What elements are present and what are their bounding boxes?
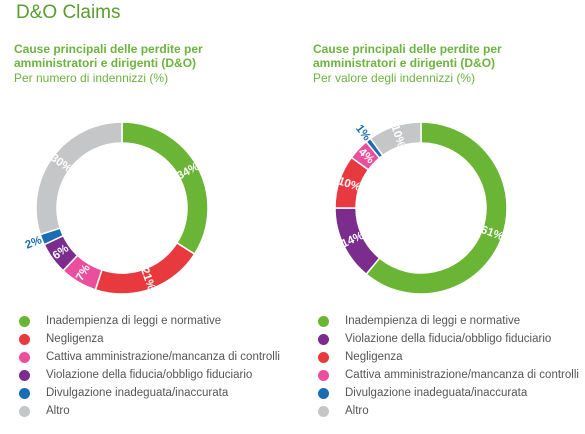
legend-swatch	[19, 387, 30, 399]
legend-label: Cattiva amministrazione/mancanza di cont…	[46, 351, 280, 363]
legend-item-inadempienza-di-leggi-e-normative: Inadempienza di leggi e normative	[14, 312, 304, 330]
legend-swatch	[318, 315, 329, 327]
legend-item-inadempienza-di-leggi-e-normative: Inadempienza di leggi e normative	[313, 312, 585, 330]
legend-by-value: Inadempienza di leggi e normative Violazi…	[313, 312, 585, 420]
chart-subtitle: Per numero di indennizzi (%)	[14, 71, 169, 85]
legend-label: Violazione della fiducia/obbligo fiducia…	[345, 333, 552, 345]
legend-item-divulgazione-inadeguata-inaccurata: Divulgazione inadeguata/inaccurata	[313, 384, 585, 402]
chart-title: Cause principali delle perdite per ammin…	[313, 42, 502, 70]
legend-swatch	[318, 333, 329, 345]
legend-swatch	[19, 351, 30, 363]
legend-label: Divulgazione inadeguata/inaccurata	[345, 387, 528, 399]
legend-label: Divulgazione inadeguata/inaccurata	[46, 387, 229, 399]
legend-swatch	[318, 369, 329, 381]
chart-title: Cause principali delle perdite per ammin…	[14, 42, 203, 70]
donut-slice-inadempienza-di-leggi-e-normative	[121, 121, 209, 256]
legend-label: Altro	[345, 405, 369, 417]
legend-item-cattiva-amministrazione-mancanza-di-controlli: Cattiva amministrazione/mancanza di cont…	[14, 348, 304, 366]
data-label-divulgazione-inadeguata-inaccurata: 2%	[24, 234, 44, 251]
legend-label: Negligenza	[46, 333, 104, 345]
page-title: D&O Claims	[16, 2, 121, 23]
legend-swatch	[318, 387, 329, 399]
legend-item-altro: Altro	[313, 402, 585, 420]
donut-slice-inadempienza-di-leggi-e-normative	[365, 121, 508, 295]
legend-swatch	[19, 405, 30, 417]
legend-swatch	[318, 405, 329, 417]
legend-label: Cattiva amministrazione/mancanza di cont…	[345, 369, 579, 381]
legend-item-violazione-della-fiducia-obbligo-fiduciario: Violazione della fiducia/obbligo fiducia…	[313, 330, 585, 348]
legend-item-negligenza: Negligenza	[14, 330, 304, 348]
legend-label: Inadempienza di leggi e normative	[46, 315, 222, 327]
chart-panel-by-value: Cause principali delle perdite per ammin…	[313, 42, 585, 427]
donut-chart-by-count: 34%21%7%6%2%30%	[24, 121, 209, 295]
donut-slice-altro	[369, 121, 422, 157]
legend-label: Negligenza	[345, 351, 403, 363]
donut-chart-by-value: 61%14%10%4%1% 10%	[334, 121, 508, 295]
legend-by-count: Inadempienza di leggi e normative Neglige…	[14, 312, 304, 420]
legend-swatch	[318, 351, 329, 363]
legend-swatch	[19, 369, 30, 381]
legend-label: Altro	[46, 405, 70, 417]
donut-slice-altro	[35, 121, 123, 236]
legend-swatch	[19, 333, 30, 345]
legend-swatch	[19, 315, 30, 327]
legend-label: Violazione della fiducia/obbligo fiducia…	[46, 369, 253, 381]
legend-item-violazione-della-fiducia-obbligo-fiduciario: Violazione della fiducia/obbligo fiducia…	[14, 366, 304, 384]
legend-item-divulgazione-inadeguata-inaccurata: Divulgazione inadeguata/inaccurata	[14, 384, 304, 402]
chart-panel-by-count: Cause principali delle perdite per ammin…	[14, 42, 294, 427]
legend-item-altro: Altro	[14, 402, 304, 420]
chart-subtitle: Per valore degli indennizzi (%)	[313, 71, 476, 85]
legend-item-cattiva-amministrazione-mancanza-di-controlli: Cattiva amministrazione/mancanza di cont…	[313, 366, 585, 384]
legend-item-negligenza: Negligenza	[313, 348, 585, 366]
legend-label: Inadempienza di leggi e normative	[345, 315, 521, 327]
